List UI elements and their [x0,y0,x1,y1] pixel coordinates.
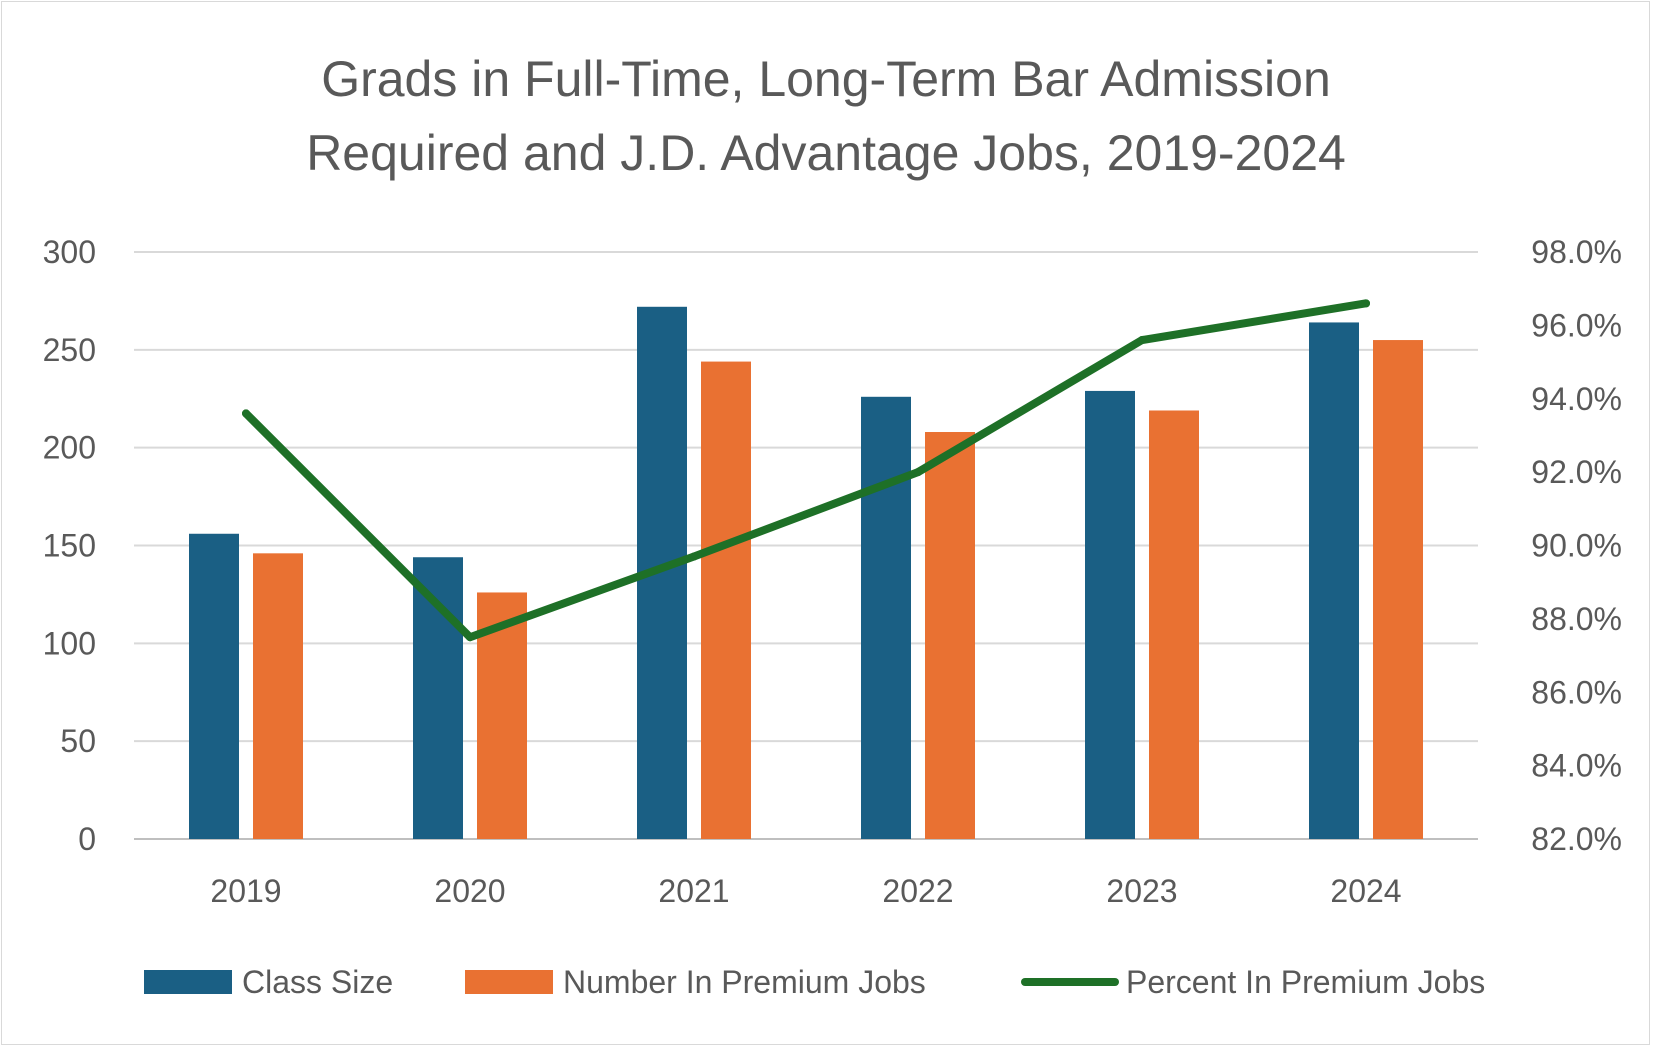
right-axis-tick-label: 82.0% [1531,821,1622,857]
bar-series [189,306,1423,840]
right-axis-tick-label: 90.0% [1531,528,1622,564]
gridlines [134,251,1478,840]
bar-number-in-premium-jobs [925,432,975,839]
bar-number-in-premium-jobs [253,553,303,839]
chart-title-line-2: Required and J.D. Advantage Jobs, 2019-2… [306,125,1346,181]
bar-class-size [861,396,911,839]
right-axis-tick-label: 86.0% [1531,674,1622,710]
line-point [690,552,698,561]
legend-swatch-number-in-premium-jobs [465,970,553,994]
bar-number-in-premium-jobs [1373,340,1423,839]
x-axis-tick-label: 2022 [882,873,953,909]
x-axis-tick-label: 2021 [658,873,729,909]
x-axis-tick-label: 2024 [1330,873,1401,909]
line-series [242,299,1370,642]
left-axis-tick-label: 250 [43,332,96,368]
left-axis-tick-label: 50 [60,723,96,759]
line-point [466,633,474,642]
legend: Class Size Number In Premium Jobs Percent … [144,964,1485,1000]
left-axis-tick-label: 100 [43,625,96,661]
x-axis-tick-label: 2019 [210,873,281,909]
bar-number-in-premium-jobs [1149,410,1199,839]
right-axis-tick-label: 94.0% [1531,381,1622,417]
line-point [1138,336,1146,345]
left-axis-tick-label: 300 [43,234,96,270]
right-axis-tick-label: 84.0% [1531,748,1622,784]
legend-label-percent-in-premium-jobs: Percent In Premium Jobs [1126,964,1485,1000]
bar-number-in-premium-jobs [701,361,751,839]
x-axis-tick-label: 2020 [434,873,505,909]
x-axis-tick-label: 2023 [1106,873,1177,909]
left-axis-tick-label: 200 [43,430,96,466]
legend-swatch-class-size [144,970,232,994]
bar-class-size [1085,390,1135,839]
bar-class-size [413,557,463,839]
line-percent-in-premium-jobs [242,299,1370,642]
right-axis-ticks: 82.0% 84.0% 86.0% 88.0% 90.0% 92.0% 94.0% 96.0%… [1531,234,1622,857]
legend-label-number-in-premium-jobs: Number In Premium Jobs [563,964,926,1000]
right-axis-tick-label: 96.0% [1531,307,1622,343]
left-axis-tick-label: 150 [43,528,96,564]
x-axis-ticks: 2019 2020 2021 2022 2023 2024 [210,873,1401,909]
legend-label-class-size: Class Size [242,964,393,1000]
chart-title-line-1: Grads in Full-Time, Long-Term Bar Admiss… [321,51,1331,107]
bar-class-size [189,533,239,839]
line-point [242,409,250,418]
right-axis-tick-label: 98.0% [1531,234,1622,270]
left-axis-ticks: 0 50 100 150 200 250 300 [43,234,96,857]
line-point [914,468,922,477]
line-point [1362,299,1370,308]
bar-class-size [1309,322,1359,839]
right-axis-tick-label: 88.0% [1531,601,1622,637]
left-axis-tick-label: 0 [78,821,96,857]
right-axis-tick-label: 92.0% [1531,454,1622,490]
